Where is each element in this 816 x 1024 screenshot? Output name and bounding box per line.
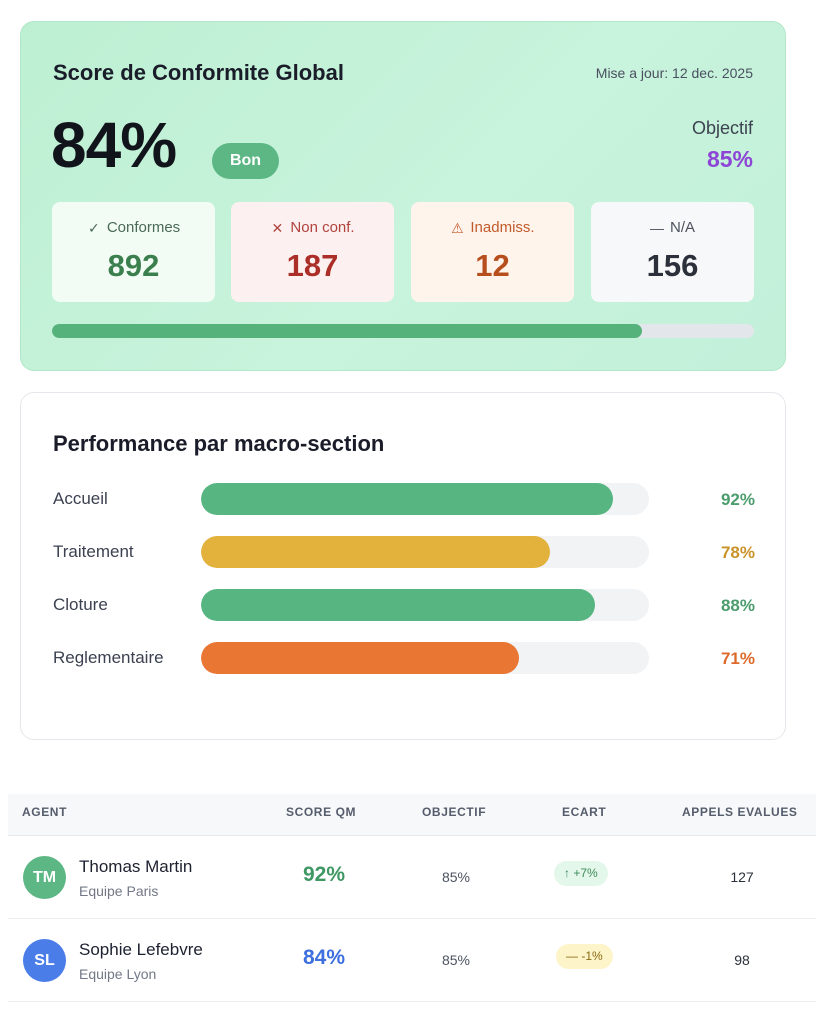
macro-bar-fill <box>201 483 614 515</box>
avatar: SL <box>23 939 66 982</box>
stat-na[interactable]: — N/A 156 <box>591 202 754 302</box>
global-score-value: 84% <box>51 109 177 181</box>
macro-row-accueil: Accueil 92% <box>21 483 787 515</box>
stat-value: 156 <box>646 248 699 283</box>
stat-value: 187 <box>286 248 339 283</box>
macro-label: Traitement <box>53 542 134 561</box>
agent-score: 92% <box>302 863 346 886</box>
column-header-score[interactable]: SCORE QM <box>286 805 357 819</box>
macro-percent: 71% <box>720 649 755 668</box>
target-value: 85% <box>706 146 753 172</box>
macro-bar-track <box>201 483 649 515</box>
check-icon: ✓ <box>87 219 100 236</box>
global-progress-bar <box>52 324 754 338</box>
agent-calls: 98 <box>734 952 750 968</box>
macro-bar-track <box>201 536 649 568</box>
status-badge: Bon <box>212 143 279 179</box>
macro-bar-fill <box>201 642 520 674</box>
score-card-title: Score de Conformite Global <box>53 60 344 85</box>
target-label: Objectif <box>691 118 753 138</box>
stat-conformes[interactable]: ✓ Conformes 892 <box>52 202 215 302</box>
table-row[interactable]: TM Thomas Martin Equipe Paris 92% 85% ↑ … <box>8 836 816 919</box>
agent-target: 85% <box>441 869 471 885</box>
last-updated: Mise a jour: 12 dec. 2025 <box>595 65 753 81</box>
macro-row-cloture: Cloture 88% <box>21 589 787 621</box>
stat-label: Inadmiss. <box>470 219 535 236</box>
macro-bar-fill <box>201 589 596 621</box>
macro-bar-fill <box>201 536 551 568</box>
column-header-agent[interactable]: AGENT <box>22 805 67 819</box>
stat-inadmissibles[interactable]: ⚠ Inadmiss. 12 <box>411 202 574 302</box>
stat-label: Conformes <box>106 219 181 236</box>
macro-bar-track <box>201 642 649 674</box>
macro-card-title: Performance par macro-section <box>53 431 385 456</box>
column-header-gap[interactable]: ECART <box>562 805 607 819</box>
stat-value: 892 <box>107 248 160 283</box>
macro-row-reglementaire: Reglementaire 71% <box>21 642 787 674</box>
macro-percent: 92% <box>720 490 755 509</box>
agent-target: 85% <box>441 952 471 968</box>
macro-label: Cloture <box>53 595 108 614</box>
gap-badge: ↑ +7% <box>554 861 608 886</box>
stat-non-conformes[interactable]: ✕ Non conf. 187 <box>231 202 394 302</box>
agent-calls: 127 <box>730 869 754 885</box>
global-score-card: Score de Conformite Global Mise a jour: … <box>20 21 786 371</box>
macro-row-traitement: Traitement 78% <box>21 536 787 568</box>
macro-label: Reglementaire <box>53 648 164 667</box>
global-progress-fill <box>52 324 642 338</box>
agent-team: Equipe Paris <box>79 883 159 899</box>
cross-icon: ✕ <box>271 219 284 236</box>
macro-bar-track <box>201 589 649 621</box>
table-row[interactable]: SL Sophie Lefebvre Equipe Lyon 84% 85% —… <box>8 919 816 1002</box>
macro-label: Accueil <box>53 489 108 508</box>
gap-badge: — -1% <box>556 944 613 969</box>
stat-value: 12 <box>475 248 510 283</box>
stat-label: Non conf. <box>290 219 355 236</box>
dash-icon: — <box>649 219 664 236</box>
stat-label: N/A <box>669 219 695 236</box>
table-header: AGENT SCORE QM OBJECTIF ECART APPELS EVA… <box>8 794 816 836</box>
avatar: TM <box>23 856 66 899</box>
agent-name: Sophie Lefebvre <box>79 940 203 959</box>
column-header-target[interactable]: OBJECTIF <box>422 805 487 819</box>
macro-percent: 78% <box>720 543 755 562</box>
agent-team: Equipe Lyon <box>79 966 157 982</box>
warning-icon: ⚠ <box>451 219 464 236</box>
agent-score: 84% <box>302 946 346 969</box>
macro-section-card: Performance par macro-section Accueil 92… <box>20 392 786 740</box>
agent-name: Thomas Martin <box>79 857 193 876</box>
column-header-calls[interactable]: APPELS EVALUES <box>682 805 798 819</box>
macro-percent: 88% <box>720 596 755 615</box>
